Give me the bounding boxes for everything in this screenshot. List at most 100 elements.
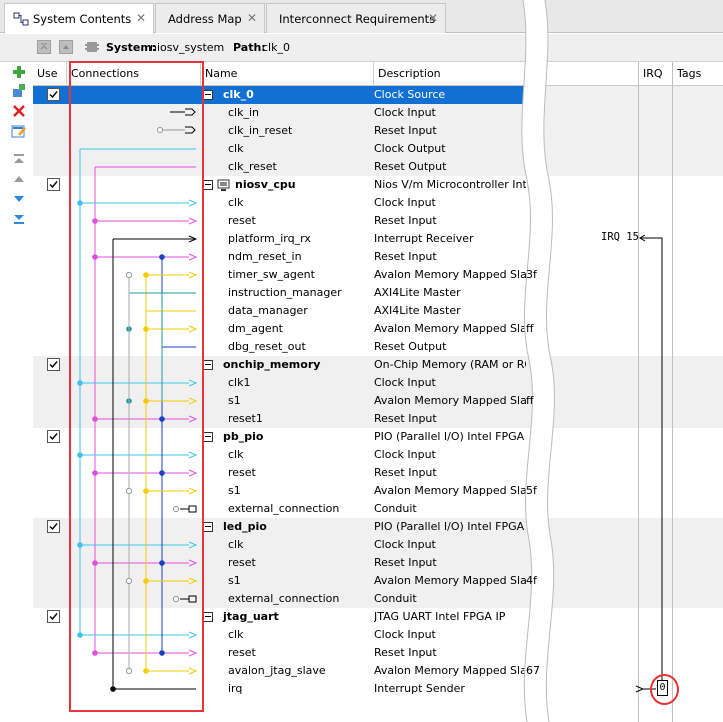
interface-row[interactable]: clk Clock Input [33,446,723,464]
base-address-fragment: ff [526,394,534,407]
interface-row[interactable]: dm_agent Avalon Memory Mapped Slave [33,320,723,338]
column-header-tags[interactable]: Tags [677,67,702,80]
tab-system-contents[interactable]: System Contents ✕ [4,3,154,34]
up-level-icon[interactable] [59,40,73,54]
interface-row[interactable]: clk Clock Output [33,140,723,158]
interface-row[interactable]: ndm_reset_in Reset Input [33,248,723,266]
tree-toggle-icon[interactable] [203,522,213,532]
description-text: Reset Input [374,250,437,263]
column-header-irq[interactable]: IRQ [639,62,673,86]
use-checkbox[interactable] [47,610,60,623]
tree-toggle-icon[interactable] [203,180,213,190]
interface-row[interactable]: clk1 Clock Input [33,374,723,392]
interface-row[interactable]: avalon_jtag_slave Avalon Memory Mapped Sl… [33,662,723,680]
move-up-icon[interactable] [11,171,27,187]
interface-row[interactable]: reset Reset Input [33,554,723,572]
interface-row[interactable]: clk Clock Input [33,194,723,212]
move-bottom-icon[interactable] [11,211,27,227]
remove-icon[interactable] [11,103,27,119]
base-address-fragment: 5f [526,484,537,497]
collapse-all-icon[interactable] [37,40,51,54]
move-down-icon[interactable] [11,191,27,207]
interface-row[interactable]: clk_in_reset Reset Input [33,122,723,140]
add-connection-icon[interactable] [11,83,27,99]
component-name: jtag_uart [223,610,279,623]
component-row[interactable]: led_pio PIO (Parallel I/O) Intel FPGA [33,518,723,536]
interface-row[interactable]: platform_irq_rx Interrupt Receiver [33,230,723,248]
component-row[interactable]: onchip_memory On-Chip Memory (RAM or RO [33,356,723,374]
interface-name: clk_in [228,106,260,119]
irq-number-box[interactable]: 0 [657,680,668,696]
description-text: Conduit [374,502,417,515]
interface-row[interactable]: s1 Avalon Memory Mapped Slave [33,482,723,500]
description-text: Reset Input [374,412,437,425]
system-name: niosv_system [150,41,225,54]
interface-name: dbg_reset_out [228,340,306,353]
system-path-bar: System: niosv_system Path: clk_0 [0,34,723,62]
system-label: System: [106,41,157,54]
interface-row[interactable]: reset Reset Input [33,212,723,230]
interface-row[interactable]: clk_in Clock Input [33,104,723,122]
interface-name: reset1 [228,412,263,425]
interface-row[interactable]: clk Clock Input [33,536,723,554]
description-text: Avalon Memory Mapped Slave [374,268,526,281]
interface-row[interactable]: external_connection Conduit [33,500,723,518]
interface-row[interactable]: reset Reset Input [33,644,723,662]
tab-address-map[interactable]: Address Map ✕ [155,3,265,33]
component-row[interactable]: clk_0 Clock Source [33,86,723,104]
interface-row[interactable]: reset1 Reset Input [33,410,723,428]
column-header-connections[interactable]: Connections [67,62,201,86]
interface-row[interactable]: reset Reset Input [33,464,723,482]
edit-icon[interactable] [11,123,27,139]
interface-row[interactable]: irq Interrupt Sender [33,680,723,698]
interface-name: clk [228,142,244,155]
tree-toggle-icon[interactable] [203,90,213,100]
interface-row[interactable]: data_manager AXI4Lite Master [33,302,723,320]
close-icon[interactable]: ✕ [246,11,257,25]
interface-name: clk [228,196,244,209]
interface-name: reset [228,646,256,659]
component-name: led_pio [223,520,267,533]
tree-toggle-icon[interactable] [203,612,213,622]
component-name: clk_0 [223,88,254,101]
description-text: Clock Input [374,448,436,461]
interface-name: s1 [228,574,241,587]
interface-row[interactable]: s1 Avalon Memory Mapped Slave [33,392,723,410]
interface-row[interactable]: instruction_manager AXI4Lite Master [33,284,723,302]
component-row[interactable]: jtag_uart JTAG UART Intel FPGA IP [33,608,723,626]
close-icon[interactable]: ✕ [135,11,146,25]
tab-label: Address Map [168,11,242,26]
description-text: Reset Input [374,124,437,137]
use-checkbox[interactable] [47,520,60,533]
move-top-icon[interactable] [11,151,27,167]
tree-toggle-icon[interactable] [203,432,213,442]
description-text: Reset Output [374,340,447,353]
component-row[interactable]: niosv_cpu Nios V/m Microcontroller Inte [33,176,723,194]
interface-name: external_connection [228,592,340,605]
use-checkbox[interactable] [47,430,60,443]
description-text: PIO (Parallel I/O) Intel FPGA I [374,430,526,443]
interface-row[interactable]: clk_reset Reset Output [33,158,723,176]
interface-row[interactable]: external_connection Conduit [33,590,723,608]
interface-name: clk [228,448,244,461]
column-header-use[interactable]: Use [33,62,67,86]
interface-row[interactable]: s1 Avalon Memory Mapped Slave [33,572,723,590]
tab-label: Interconnect Requirements [279,11,436,26]
interface-name: dm_agent [228,322,283,335]
interface-row[interactable]: timer_sw_agent Avalon Memory Mapped Slave [33,266,723,284]
description-text: Avalon Memory Mapped Slave [374,664,526,677]
use-checkbox[interactable] [47,88,60,101]
close-icon[interactable]: ✕ [427,11,438,25]
component-row[interactable]: pb_pio PIO (Parallel I/O) Intel FPGA I [33,428,723,446]
path-label: Path: [233,41,266,54]
interface-name: data_manager [228,304,308,317]
use-checkbox[interactable] [47,178,60,191]
interface-row[interactable]: clk Clock Input [33,626,723,644]
tree-toggle-icon[interactable] [203,360,213,370]
tab-interconnect-requirements[interactable]: Interconnect Requirements ✕ [266,3,446,33]
add-icon[interactable] [11,64,27,80]
interface-row[interactable]: dbg_reset_out Reset Output [33,338,723,356]
use-checkbox[interactable] [47,358,60,371]
column-header-name[interactable]: Name [201,62,374,86]
description-text: Reset Input [374,214,437,227]
